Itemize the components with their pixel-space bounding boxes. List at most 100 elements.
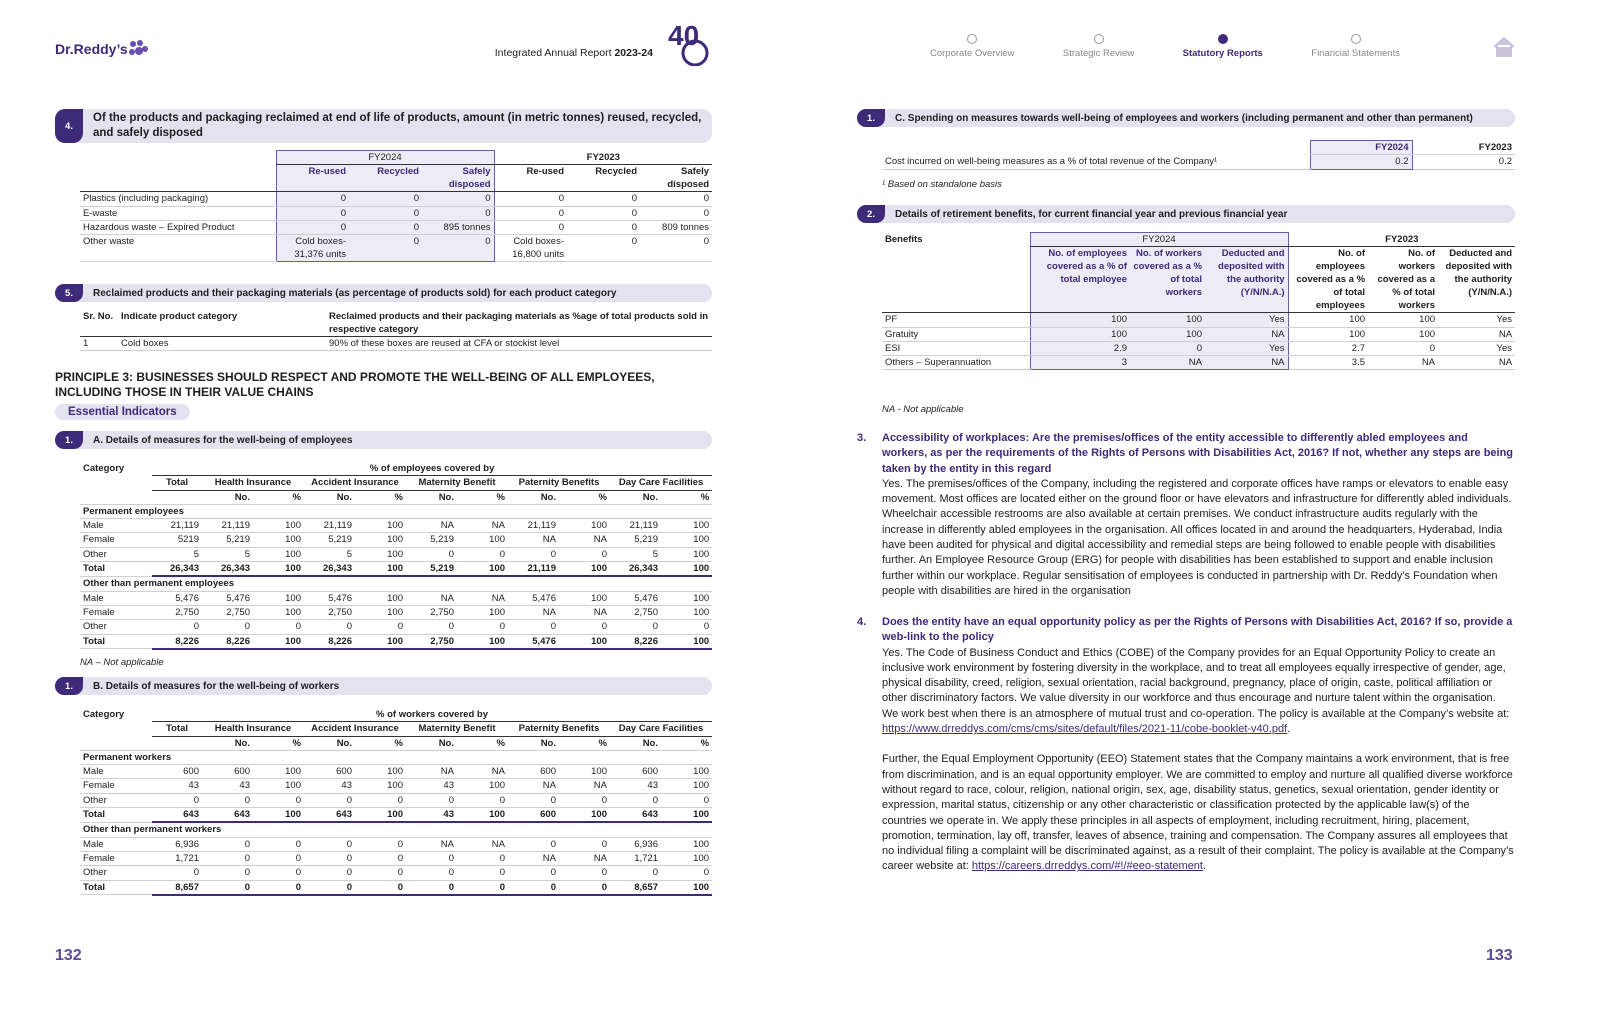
table-row: Total Health Insurance Accident Insurance M… bbox=[80, 721, 713, 737]
nav-item[interactable]: Statutory Reports bbox=[1183, 34, 1263, 59]
table-cell: 5,476 bbox=[304, 591, 355, 606]
table-row: Plastics (including packaging) 0 0 0 0 0 0 bbox=[80, 191, 713, 207]
table-row: PF 100 100 Yes 100 100 Yes bbox=[882, 312, 1516, 328]
table-cell bbox=[152, 490, 202, 505]
table-cell: NA bbox=[508, 851, 559, 867]
section-header: 4. Of the products and packaging reclaime… bbox=[55, 109, 712, 143]
table-cell: % bbox=[253, 736, 304, 751]
table-wrap: Category% of workers covered by Total Heal… bbox=[80, 708, 713, 896]
table-cell: NA bbox=[406, 591, 457, 606]
table-cell: No. bbox=[508, 736, 559, 751]
table-cell: 100 bbox=[661, 532, 713, 548]
table-cell: 100 bbox=[661, 591, 713, 606]
table-cell: No. of employees covered as a % of total… bbox=[1288, 246, 1369, 314]
page-number: 133 bbox=[1486, 947, 1513, 964]
table-cell: 100 bbox=[355, 518, 406, 534]
table-row: Other than permanent employees bbox=[80, 576, 713, 592]
table-row: Other waste Cold boxes- 31,376 units 0 0 Col… bbox=[80, 234, 713, 263]
table-cell: 600 bbox=[152, 764, 202, 780]
section-number: 1. bbox=[857, 109, 885, 127]
table-cell: Others – Superannuation bbox=[882, 355, 1030, 371]
table-cell: Maternity Benefit bbox=[406, 721, 508, 737]
link[interactable]: https://careers.drreddys.com/#!/#eeo-sta… bbox=[971, 860, 1203, 873]
table-row: Other 5 5 100 5 100 0 0 0 0 5 100 bbox=[80, 547, 713, 563]
section-title: C. Spending on measures towards well-bei… bbox=[895, 112, 1473, 124]
table-cell: Indicate product category bbox=[118, 310, 326, 337]
table-cell: 26,343 bbox=[304, 561, 355, 578]
table-cell: 100 bbox=[457, 532, 508, 548]
table-cell: 0 bbox=[349, 206, 422, 221]
table-cell: 2,750 bbox=[202, 605, 253, 621]
table-cell: 0 bbox=[406, 851, 457, 867]
data-table: FY2024 FY2023 Re-used Recycled Safely dispos… bbox=[80, 149, 713, 263]
nav-item[interactable]: Strategic Review bbox=[1063, 34, 1134, 59]
table-cell: 21,119 bbox=[304, 518, 355, 534]
table-row: Female 2,750 2,750 100 2,750 100 2,750 100 NA NA 2… bbox=[80, 605, 713, 621]
badge-mark bbox=[681, 39, 709, 66]
table-cell: 100 bbox=[355, 778, 406, 794]
table-cell: 100 bbox=[1029, 312, 1130, 328]
table-cell: NA bbox=[457, 837, 508, 852]
table-cell: 0 bbox=[202, 865, 253, 881]
table-cell: 5,219 bbox=[202, 532, 253, 548]
table-cell: 0 bbox=[275, 220, 349, 236]
table-cell: 0 bbox=[422, 234, 495, 263]
table-cell: Permanent employees bbox=[80, 504, 713, 520]
table-cell: 0 bbox=[457, 879, 508, 896]
table-cell: Recycled bbox=[349, 164, 422, 193]
table-cell: 0 bbox=[253, 793, 304, 809]
table-cell: NA bbox=[1368, 355, 1439, 371]
table-cell: Day Care Facilities bbox=[610, 475, 713, 491]
table-wrap: Sr. No. Indicate product category Reclaime… bbox=[80, 310, 712, 352]
table-cell: 0 bbox=[355, 793, 406, 809]
table-cell: 100 bbox=[355, 633, 406, 650]
question-text: Accessibility of workplaces: Are the pre… bbox=[882, 432, 1514, 475]
table-cell: 100 bbox=[661, 879, 713, 896]
table-cell: 5,476 bbox=[152, 591, 202, 606]
table-row: FY2024 FY2023 bbox=[882, 139, 1515, 156]
nav-dot bbox=[1217, 34, 1228, 44]
table-cell: Yes bbox=[1438, 312, 1516, 328]
section-header: 1. C. Spending on measures towards well-b… bbox=[857, 109, 1515, 127]
report-name: Integrated Annual Report bbox=[494, 47, 612, 59]
table-cell: E-waste bbox=[80, 206, 276, 221]
table-row: Permanent workers bbox=[80, 750, 713, 766]
section-number: 1. bbox=[55, 431, 83, 449]
table-cell: 21,119 bbox=[152, 518, 202, 534]
table-cell: 0 bbox=[406, 879, 457, 896]
table-cell: 6,936 bbox=[610, 837, 661, 852]
home-icon[interactable] bbox=[1492, 36, 1516, 58]
table-cell bbox=[80, 490, 152, 505]
table-cell: 5,219 bbox=[304, 532, 355, 548]
section-header: 5. Reclaimed products and their packaging… bbox=[55, 284, 712, 302]
table-cell: 100 bbox=[661, 851, 713, 867]
table-cell: FY2024 bbox=[1309, 139, 1413, 156]
table-cell: 3 bbox=[1029, 355, 1130, 371]
nav-item[interactable]: Corporate Overview bbox=[930, 34, 1014, 59]
nav-item[interactable]: Financial Statements bbox=[1311, 34, 1400, 59]
table-cell bbox=[80, 736, 152, 751]
table-cell: NA bbox=[1438, 355, 1516, 371]
section-number: 5. bbox=[55, 284, 83, 302]
link[interactable]: https://www.drreddys.com/cms/cms/sites/d… bbox=[882, 723, 1288, 736]
table-row: 1 Cold boxes 90% of these boxes are reused… bbox=[80, 336, 712, 352]
table-cell: 100 bbox=[559, 561, 610, 578]
table-cell: 0 bbox=[422, 191, 495, 207]
table-cell: NA bbox=[508, 532, 559, 548]
table-cell: No. bbox=[202, 736, 253, 751]
table-cell: FY2023 bbox=[494, 150, 713, 166]
table-cell: NA bbox=[457, 518, 508, 534]
table-cell: Gratuity bbox=[882, 327, 1030, 342]
table-cell: 21,119 bbox=[610, 518, 661, 534]
table-cell: 0 bbox=[253, 879, 304, 896]
table-cell: 5 bbox=[202, 547, 253, 563]
table-row: Category % of employees covered by bbox=[80, 462, 713, 477]
table-cell: Health Insurance bbox=[202, 721, 304, 737]
table-cell: Deducted and deposited with the authorit… bbox=[1205, 246, 1289, 314]
table-cell: Paternity Benefits bbox=[508, 475, 610, 491]
table-cell: 26,343 bbox=[152, 561, 202, 578]
table-cell: 100 bbox=[1288, 312, 1369, 328]
table-row: Gratuity 100 100 NA 100 100 NA bbox=[882, 327, 1516, 342]
section: 5. Reclaimed products and their packaging… bbox=[55, 284, 712, 302]
table-cell: NA bbox=[508, 778, 559, 794]
